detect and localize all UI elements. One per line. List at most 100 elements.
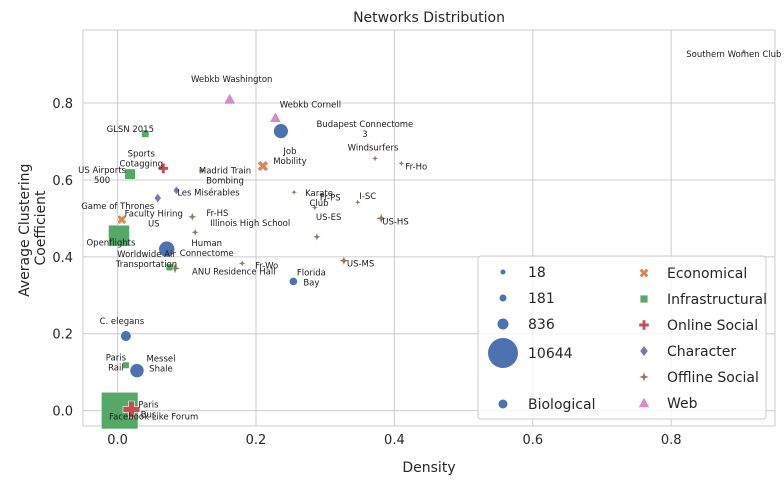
point-label-les-mis-rables: Les Misérables xyxy=(177,187,240,198)
legend-label-character: Character xyxy=(667,344,736,360)
point-label-anu-residence-hall: ANU Residence Hall xyxy=(192,267,276,277)
point-label-paris-rail: Paris Rail xyxy=(106,353,127,373)
point-openflights xyxy=(108,224,130,247)
x-tick-label: 0.4 xyxy=(384,433,405,448)
legend-label-economical: Economical xyxy=(667,266,747,282)
point-fr-ps xyxy=(310,202,320,213)
point-c-elegans xyxy=(120,330,132,342)
point-label-karate-club: Karate Club xyxy=(305,189,333,209)
point-label-us-hs: US-HS xyxy=(382,217,408,227)
point-messel-shale xyxy=(129,363,145,378)
point-label-us-es: US-ES xyxy=(316,213,341,223)
point-label-fr-ho: Fr-Ho xyxy=(405,162,427,172)
point-human-connectome xyxy=(158,240,176,258)
point-label-paris-bus: Paris Bus xyxy=(138,400,159,420)
legend-label-biological: Biological xyxy=(528,397,595,413)
legend-marker-web xyxy=(637,396,651,408)
y-axis-label-line-1: Average Clustering xyxy=(17,164,33,297)
legend-size-marker xyxy=(500,269,506,275)
point-label-messel-shale: Messel Shale xyxy=(146,355,175,375)
point-us-hs xyxy=(374,211,388,225)
point-label-human-connectome: Human Connectome xyxy=(180,239,234,259)
point-label-us-airports-500: US Airports 500 xyxy=(78,166,126,186)
point-label-worldwide-air-transportation: Worldwide Air Transportation xyxy=(115,250,177,270)
point-label-fr-ps: Fr-PS xyxy=(320,194,341,204)
point-illinois-high-school xyxy=(189,227,201,238)
legend-label-web: Web xyxy=(667,396,698,412)
point-label-budapest-connectome-3: Budapest Connectome 3 xyxy=(317,120,414,140)
legend-frame xyxy=(477,255,767,420)
legend-marker-offline-social xyxy=(637,370,651,384)
legend-size-label: 18 xyxy=(528,265,546,281)
point-label-glsn-2015: GLSN 2015 xyxy=(107,125,154,135)
grid-lines xyxy=(83,30,775,426)
point-karate-club xyxy=(289,187,299,197)
point-fr-ho xyxy=(396,158,406,168)
point-worldwide-air-transportation xyxy=(165,263,174,271)
point-budapest-connectome-3 xyxy=(273,123,289,139)
point-label-southern-women-club: Southern Women Club xyxy=(686,50,781,60)
x-tick-label: 0.6 xyxy=(522,433,543,448)
legend-marker-online-social xyxy=(638,319,650,331)
legend-size-label: 836 xyxy=(528,317,555,333)
point-windsurfers xyxy=(370,153,380,164)
x-tick-label: 0.0 xyxy=(107,433,128,448)
point-label-i-sc: I-SC xyxy=(359,192,376,202)
plot-frame xyxy=(82,29,776,427)
point-label-windsurfers: Windsurfers xyxy=(348,143,399,153)
legend-marker-economical xyxy=(638,267,650,279)
point-paris-bus xyxy=(122,400,141,419)
point-us-airports-500 xyxy=(124,168,136,180)
point-label-madrid-train-bombing: Madrid Train Bombing xyxy=(199,167,251,187)
legend-size-marker xyxy=(488,338,518,368)
point-us-ms xyxy=(337,254,350,267)
point-label-game-of-thrones: Game of Thrones xyxy=(81,202,155,212)
point-label-job-mobility: Job Mobility xyxy=(273,147,306,167)
y-tick-label: 0.0 xyxy=(52,405,73,420)
legend-marker-biological xyxy=(498,399,508,409)
x-tick-label: 0.2 xyxy=(246,433,267,448)
legend-marker-infrastructural xyxy=(639,294,649,304)
point-label-us-ms: US-MS xyxy=(347,260,374,270)
legend-label-online-social: Online Social xyxy=(667,318,758,334)
point-southern-women-club xyxy=(739,46,749,56)
point-label-webkb-cornell: Webkb Cornell xyxy=(280,101,341,111)
y-tick-labels: 0.0 0.2 0.4 0.6 0.8 xyxy=(52,97,73,420)
point-us-es xyxy=(311,231,323,243)
legend-size-label: 10644 xyxy=(528,346,573,362)
point-label-illinois-high-school: Illinois High School xyxy=(210,219,290,229)
x-axis-label: Density xyxy=(402,460,455,476)
point-labels: Southern Women Club Webkb Washington Webkb… xyxy=(78,50,781,422)
legend-marker-character xyxy=(639,344,649,358)
y-tick-label: 0.6 xyxy=(52,174,73,189)
point-job-mobility xyxy=(256,160,269,173)
point-label-sports-cotagging: Sports Cotagging xyxy=(119,149,163,169)
legend-label-offline-social: Offline Social xyxy=(667,370,759,386)
point-glsn-2015 xyxy=(141,129,150,138)
point-label-fr-hs: Fr-HS xyxy=(206,209,228,219)
y-tick-label: 0.8 xyxy=(52,97,73,112)
point-label-facebook-like-forum: Facebook Like Forum xyxy=(109,413,198,423)
data-points xyxy=(101,46,749,430)
legend-size-marker xyxy=(497,318,509,330)
legend-size-marker xyxy=(499,294,507,302)
chart-title: Networks Distribution xyxy=(353,10,505,26)
y-tick-label: 0.4 xyxy=(52,251,73,266)
y-axis-label-line-2: Coefficient xyxy=(33,190,49,266)
point-fr-hs xyxy=(186,211,199,223)
point-paris-rail xyxy=(122,361,130,369)
point-fr-wo xyxy=(237,258,248,269)
point-label-fr-wo: Fr-Wo xyxy=(255,261,278,271)
point-label-faculty-hiring-us: Faculty Hiring US xyxy=(125,210,183,230)
point-madrid-train-bombing xyxy=(196,165,208,176)
point-sports-cotagging xyxy=(157,162,169,174)
point-game-of-thrones xyxy=(153,192,162,204)
point-label-webkb-washington: Webkb Washington xyxy=(191,75,273,85)
y-tick-label: 0.2 xyxy=(52,328,73,343)
point-faculty-hiring-us xyxy=(116,214,128,225)
point-les-mis-rables xyxy=(172,185,181,196)
point-webkb-washington xyxy=(223,92,237,105)
point-webkb-cornell xyxy=(269,111,282,123)
y-axis-label: Average Clustering Coefficient xyxy=(17,159,49,297)
